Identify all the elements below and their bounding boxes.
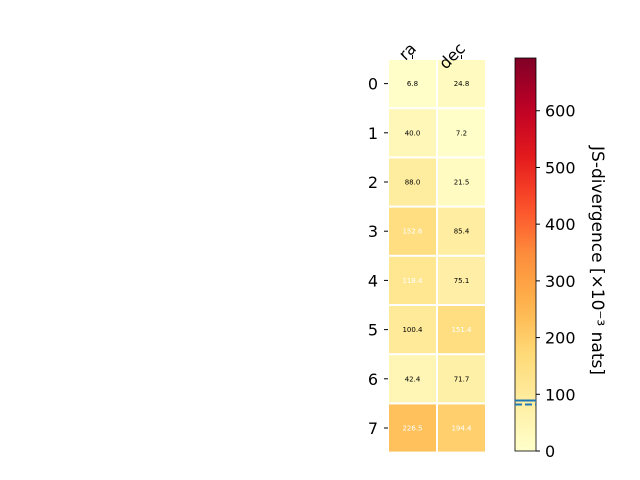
row-tick-label: 6 [368,370,378,389]
heatmap-cell-label: 7.2 [456,129,467,137]
heatmap-cell-label: 21.5 [454,179,470,187]
colorbar-tick-label: 300 [545,272,576,291]
heatmap-cell [389,60,436,108]
row-tick-label: 5 [368,321,378,340]
row-tick-label: 4 [368,271,378,290]
heatmap-cell-label: 152.6 [402,228,423,236]
heatmap-cell [438,109,485,157]
colorbar-tick-label: 100 [545,385,576,404]
heatmap-cell-label: 85.4 [454,228,470,236]
colorbar-tick-label: 0 [545,442,555,461]
heatmap-cell [389,404,436,452]
heatmap-cell-label: 24.8 [454,80,470,88]
row-axis: 0 1 2 3 4 5 6 7 [368,75,388,438]
heatmap-cell-label: 42.4 [405,375,421,383]
heatmap-cell-label: 194.4 [451,425,472,433]
heatmap-cell-labels: 6.8 24.8 40.0 7.2 88.0 21.5 152.6 85.4 118.4 75.1… [402,80,472,432]
heatmap-cell [389,256,436,304]
heatmap-cell [438,158,485,206]
row-tick-label: 7 [368,419,378,438]
heatmap-cell-label: 75.1 [454,277,470,285]
heatmap-cell [438,256,485,304]
heatmap-cell [389,207,436,255]
colorbar-label: JS-divergence [×10⁻³ nats] [587,145,607,375]
heatmap-cell [389,158,436,206]
row-tick-label: 1 [368,124,378,143]
row-tick-label: 2 [368,173,378,192]
heatmap-cell [438,207,485,255]
colorbar-tick-label: 200 [545,329,576,348]
heatmap-cell-label: 100.4 [402,326,423,334]
row-tick-label: 3 [368,222,378,241]
heatmap-cell [389,306,436,354]
heatmap-cell-label: 40.0 [405,129,421,137]
heatmap-cell [389,109,436,157]
heatmap-cell-label: 88.0 [405,179,421,187]
heatmap-cells [389,60,485,452]
heatmap-cell-label: 118.4 [402,277,423,285]
heatmap-cell-label: 71.7 [454,375,470,383]
colorbar-tick-label: 500 [545,158,576,177]
heatmap-cell [389,355,436,403]
colorbar-gradient [514,57,537,452]
heatmap-cell-label: 226.5 [402,425,422,433]
heatmap-cell [438,306,485,354]
heatmap-cell [438,60,485,108]
heatmap-cell [438,404,485,452]
row-tick-label: 0 [368,75,378,94]
heatmap-cell-label: 6.8 [407,80,418,88]
colorbar-tick-label: 400 [545,215,576,234]
heatmap-cell [438,355,485,403]
heatmap-cell-label: 151.4 [451,326,472,334]
colorbar: 0 100 200 300 400 500 600 JS-divergence [×10⁻³ … [514,57,607,461]
colorbar-tick-label: 600 [545,102,576,121]
